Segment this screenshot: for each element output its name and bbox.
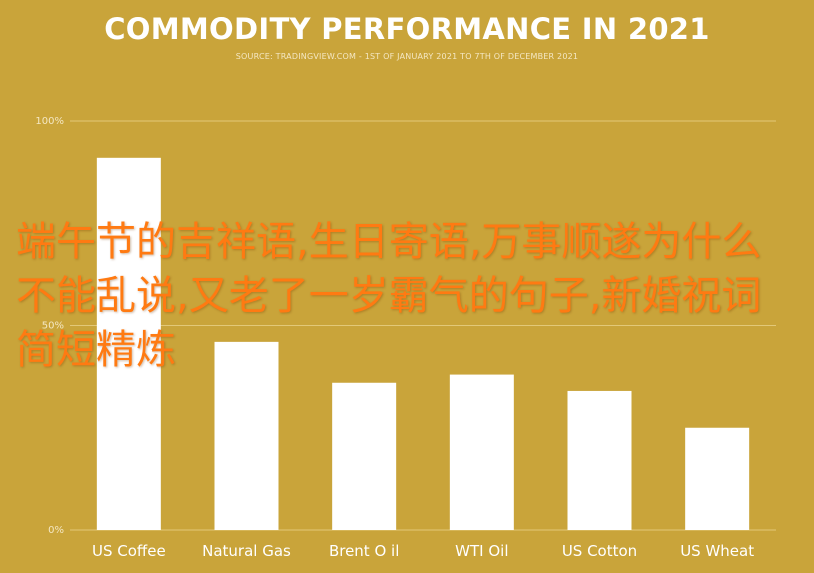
x-tick-label: US Wheat [680,542,754,560]
chart-subtitle: SOURCE: TRADINGVIEW.COM - 1ST OF JANUARY… [235,52,579,61]
bar [332,382,397,530]
chart-title: COMMODITY PERFORMANCE IN 2021 [104,12,710,46]
y-tick-label: 100% [35,116,64,127]
x-tick-label: Natural Gas [202,542,291,560]
bar [96,157,161,530]
x-tick-label: US Cotton [562,542,637,560]
x-tick-label: WTI Oil [455,542,508,560]
bar [449,374,514,530]
y-tick-label: 0% [48,525,64,536]
bar [214,341,279,530]
bar [567,390,632,530]
x-tick-label: Brent O il [329,542,399,560]
bar [685,427,750,530]
watermark-overlay-text: 端午节的吉祥语,生日寄语,万事顺遂为什么不能乱说,又老了一岁霸气的句子,新婚祝词… [16,219,762,373]
x-tick-label: US Coffee [92,542,166,560]
y-tick-label: 50% [42,321,64,332]
